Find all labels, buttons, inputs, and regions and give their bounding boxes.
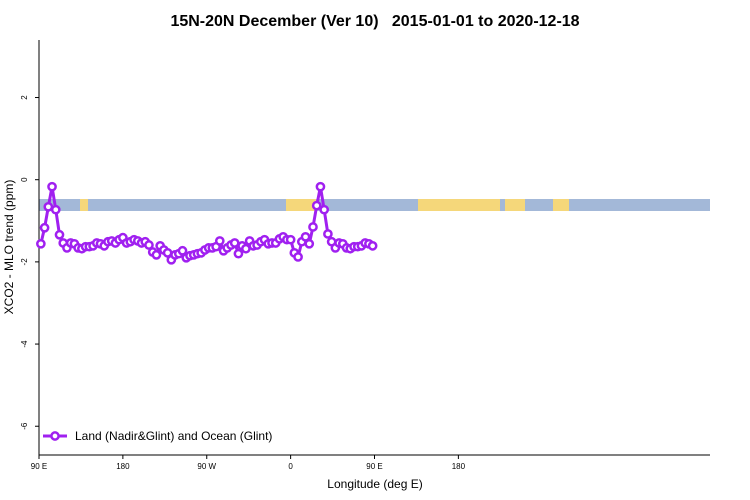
land-patch: [418, 199, 500, 211]
data-point: [319, 204, 330, 215]
data-point: [300, 231, 311, 242]
data-point: [233, 248, 244, 259]
x-tick-label: 90 E: [31, 462, 47, 471]
data-point: [144, 240, 154, 250]
data-point: [43, 201, 54, 212]
y-tick-label: -6: [20, 422, 29, 430]
y-tick-label: -2: [20, 258, 29, 266]
x-tick-label: 90 W: [197, 462, 216, 471]
y-tick-label: 0: [20, 177, 29, 182]
data-point: [304, 238, 315, 249]
data-point: [50, 204, 61, 215]
data-point: [293, 252, 303, 262]
y-tick-label: 2: [20, 95, 29, 100]
legend-marker: [50, 431, 60, 441]
land-patch: [505, 199, 525, 211]
data-point: [241, 243, 251, 254]
x-axis-label: Longitude (deg E): [327, 477, 422, 491]
y-tick-label: -4: [20, 340, 29, 348]
data-point: [311, 200, 322, 211]
land-ocean-band: [39, 199, 710, 211]
x-tick-label: 90 E: [366, 462, 382, 471]
data-point: [308, 222, 318, 232]
land-patch: [553, 199, 569, 211]
x-tick-label: 180: [116, 462, 130, 471]
data-point: [323, 229, 333, 239]
data-point: [151, 250, 162, 260]
land-patch: [286, 199, 316, 211]
x-tick-label: 180: [452, 462, 466, 471]
data-point: [36, 238, 46, 249]
land-patch: [80, 199, 88, 211]
legend-label: Land (Nadir&Glint) and Ocean (Glint): [75, 429, 272, 443]
chart-title: 15N-20N December (Ver 10) 2015-01-01 to …: [170, 13, 579, 30]
data-point: [214, 236, 225, 246]
x-tick-label: 0: [288, 462, 293, 471]
data-point: [229, 238, 240, 248]
data-point: [177, 245, 188, 256]
data-point: [367, 241, 378, 251]
ocean-band: [39, 199, 710, 211]
data-point: [54, 229, 65, 240]
data-point: [39, 222, 50, 233]
data-point: [285, 234, 296, 245]
data-point: [47, 181, 57, 192]
data-point: [315, 181, 326, 192]
y-axis-label: XCO2 - MLO trend (ppm): [2, 180, 16, 315]
